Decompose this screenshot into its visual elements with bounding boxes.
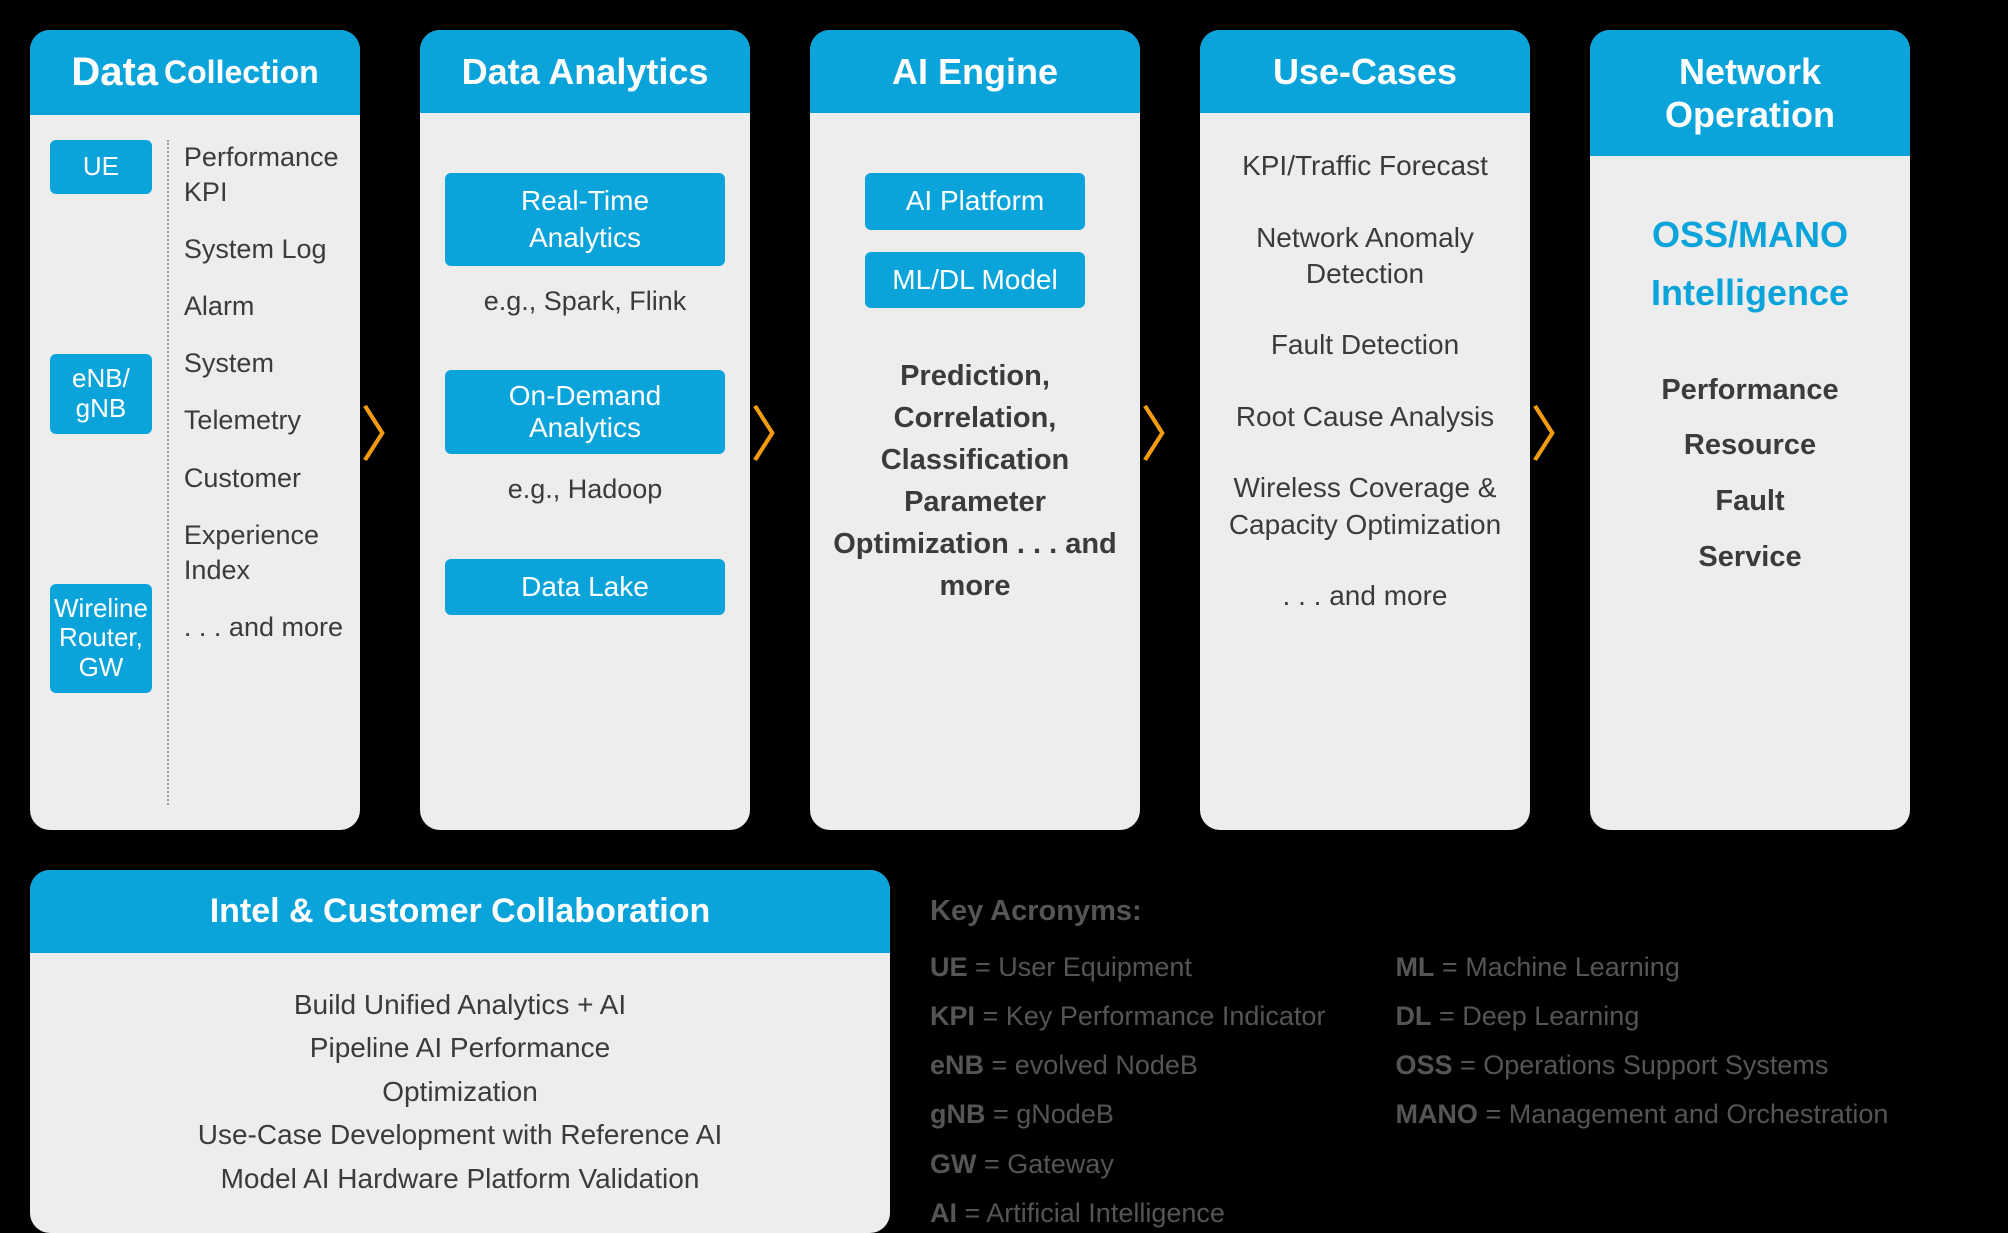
- card-header-collaboration: Intel & Customer Collaboration: [30, 870, 890, 953]
- bottom-row: Intel & Customer Collaboration Build Uni…: [30, 870, 1978, 1233]
- attr-experience-index: Experience Index: [184, 518, 345, 588]
- acronyms-col-2: ML = Machine Learning DL = Deep Learning O…: [1395, 948, 1888, 1233]
- arrow-1: 〉: [360, 30, 420, 830]
- acronym-entry: OSS = Operations Support Systems: [1395, 1046, 1888, 1085]
- source-wireline-router-gw: Wireline Router, GW: [50, 584, 152, 694]
- card-data-analytics: Data Analytics Real-Time Analytics e.g.,…: [420, 30, 750, 830]
- acronym-entry: ML = Machine Learning: [1395, 948, 1888, 987]
- data-attributes-column: Performance KPI System Log Alarm System …: [167, 140, 345, 805]
- card-body-data-analytics: Real-Time Analytics e.g., Spark, Flink O…: [420, 113, 750, 830]
- card-body-use-cases: KPI/Traffic Forecast Network Anomaly Det…: [1200, 113, 1530, 830]
- acronym-entry: KPI = Key Performance Indicator: [930, 997, 1325, 1036]
- oss-mano-title: OSS/MANO Intelligence: [1651, 206, 1849, 321]
- acronyms-section: Key Acronyms: UE = User Equipment KPI = K…: [930, 870, 1978, 1233]
- title-word-data: Data: [71, 50, 158, 95]
- metric-resource: Resource: [1661, 427, 1838, 465]
- acronym-entry: MANO = Management and Orchestration: [1395, 1095, 1888, 1134]
- uc-and-more: . . . and more: [1283, 578, 1448, 614]
- collab-line-1: Build Unified Analytics + AI: [70, 983, 850, 1026]
- pill-data-lake: Data Lake: [445, 559, 725, 615]
- attr-customer: Customer: [184, 461, 345, 496]
- card-ai-engine: AI Engine AI Platform ML/DL Model Predic…: [810, 30, 1140, 830]
- attr-performance-kpi: Performance KPI: [184, 140, 345, 210]
- card-header-data-analytics: Data Analytics: [420, 30, 750, 113]
- metric-service: Service: [1661, 539, 1838, 577]
- card-body-data-collection: UE eNB/ gNB Wireline Router, GW Performa…: [30, 115, 360, 830]
- uc-fault-detection: Fault Detection: [1271, 327, 1459, 363]
- network-metrics: Performance Resource Fault Service: [1661, 372, 1838, 577]
- card-body-collaboration: Build Unified Analytics + AI Pipeline AI…: [30, 953, 890, 1230]
- acronyms-col-1: UE = User Equipment KPI = Key Performance…: [930, 948, 1325, 1233]
- card-network-operation: Network Operation OSS/MANO Intelligence …: [1590, 30, 1910, 830]
- pill-ai-platform: AI Platform: [865, 173, 1085, 229]
- acronym-entry: eNB = evolved NodeB: [930, 1046, 1325, 1085]
- acronyms-title: Key Acronyms:: [930, 895, 1978, 928]
- chevron-right-icon: 〉: [1140, 387, 1200, 474]
- pill-real-time-analytics: Real-Time Analytics: [445, 173, 725, 266]
- acronym-entry: DL = Deep Learning: [1395, 997, 1888, 1036]
- collab-line-2: Pipeline AI Performance: [70, 1026, 850, 1069]
- acronym-entry: GW = Gateway: [930, 1145, 1325, 1184]
- pill-on-demand-analytics: On-Demand Analytics: [445, 370, 725, 454]
- chevron-right-icon: 〉: [360, 387, 420, 474]
- collab-line-5: Model AI Hardware Platform Validation: [70, 1157, 850, 1200]
- collab-line-4: Use-Case Development with Reference AI: [70, 1113, 850, 1156]
- ai-engine-description: Prediction, Correlation, Classification …: [830, 355, 1120, 607]
- chevron-right-icon: 〉: [1530, 387, 1590, 474]
- collab-line-3: Optimization: [70, 1070, 850, 1113]
- sub-hadoop: e.g., Hadoop: [508, 472, 663, 507]
- uc-network-anomaly: Network Anomaly Detection: [1220, 220, 1510, 293]
- metric-performance: Performance: [1661, 372, 1838, 410]
- sub-spark-flink: e.g., Spark, Flink: [484, 284, 687, 319]
- data-sources-column: UE eNB/ gNB Wireline Router, GW: [50, 140, 152, 805]
- pipeline-row: Data Collection UE eNB/ gNB Wireline Rou…: [30, 30, 1978, 830]
- title-word-collection: Collection: [164, 54, 319, 91]
- mano-line-2: Intelligence: [1651, 264, 1849, 322]
- card-header-ai-engine: AI Engine: [810, 30, 1140, 113]
- uc-wireless-coverage: Wireless Coverage & Capacity Optimizatio…: [1220, 470, 1510, 543]
- card-data-collection: Data Collection UE eNB/ gNB Wireline Rou…: [30, 30, 360, 830]
- attr-alarm: Alarm: [184, 289, 345, 324]
- mano-line-1: OSS/MANO: [1651, 206, 1849, 264]
- uc-kpi-traffic-forecast: KPI/Traffic Forecast: [1242, 148, 1488, 184]
- attr-system: System: [184, 346, 345, 381]
- arrow-4: 〉: [1530, 30, 1590, 830]
- attr-and-more: . . . and more: [184, 610, 345, 645]
- pill-ml-dl-model: ML/DL Model: [865, 252, 1085, 308]
- card-header-data-collection: Data Collection: [30, 30, 360, 115]
- source-enb-gnb: eNB/ gNB: [50, 354, 152, 434]
- card-use-cases: Use-Cases KPI/Traffic Forecast Network A…: [1200, 30, 1530, 830]
- acronym-entry: UE = User Equipment: [930, 948, 1325, 987]
- acronym-entry: gNB = gNodeB: [930, 1095, 1325, 1134]
- chevron-right-icon: 〉: [750, 387, 810, 474]
- attr-system-log: System Log: [184, 232, 345, 267]
- source-ue: UE: [50, 140, 152, 194]
- acronym-entry: AI = Artificial Intelligence: [930, 1194, 1325, 1233]
- metric-fault: Fault: [1661, 483, 1838, 521]
- card-header-use-cases: Use-Cases: [1200, 30, 1530, 113]
- card-body-network-operation: OSS/MANO Intelligence Performance Resour…: [1590, 156, 1910, 830]
- arrow-3: 〉: [1140, 30, 1200, 830]
- acronyms-columns: UE = User Equipment KPI = Key Performance…: [930, 948, 1978, 1233]
- card-body-ai-engine: AI Platform ML/DL Model Prediction, Corr…: [810, 113, 1140, 830]
- card-collaboration: Intel & Customer Collaboration Build Uni…: [30, 870, 890, 1233]
- arrow-2: 〉: [750, 30, 810, 830]
- uc-root-cause: Root Cause Analysis: [1236, 399, 1494, 435]
- card-header-network-operation: Network Operation: [1590, 30, 1910, 156]
- attr-telemetry: Telemetry: [184, 403, 345, 438]
